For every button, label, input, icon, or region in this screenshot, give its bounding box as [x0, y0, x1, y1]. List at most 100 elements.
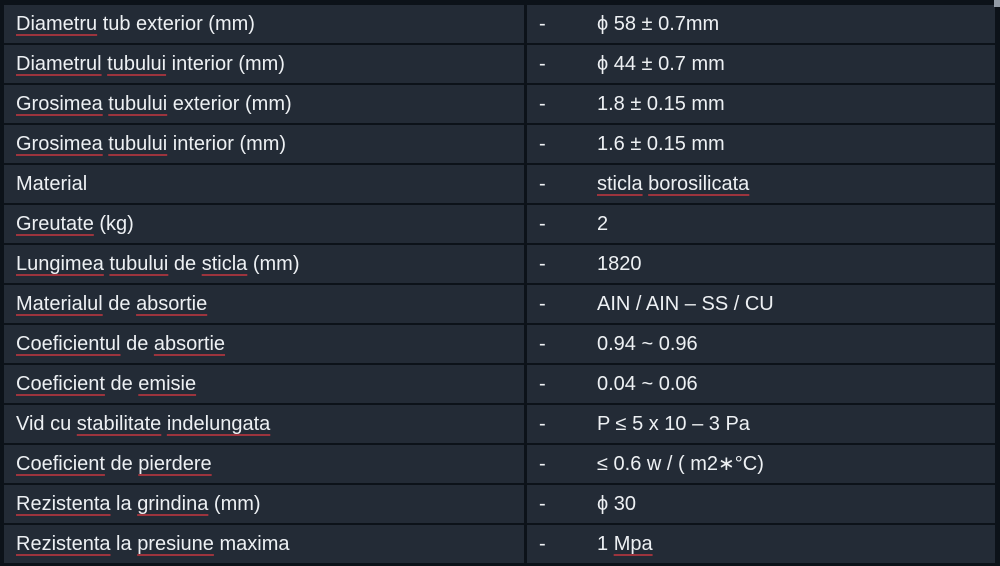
table-row[interactable]: Vid cu stabilitate indelungata - P ≤ 5 x…	[4, 405, 995, 443]
text-fragment: 1.6 ± 0.15 mm	[597, 133, 725, 155]
table-row[interactable]: Rezistenta la presiune maxima - 1 Mpa	[4, 525, 995, 563]
dash-cell[interactable]: -	[527, 445, 597, 483]
text-fragment: maxima	[213, 533, 290, 555]
property-cell[interactable]: Coeficient de pierdere	[4, 445, 527, 483]
text-fragment: (kg)	[93, 213, 134, 235]
dash-text: -	[539, 173, 546, 195]
property-cell[interactable]: Coeficientul de absortie	[4, 325, 527, 363]
dash-cell[interactable]: -	[527, 205, 597, 243]
table-row[interactable]: Diametrul tubului interior (mm) - ϕ 44 ±…	[4, 45, 995, 83]
dash-text: -	[539, 413, 546, 435]
value-cell[interactable]: P ≤ 5 x 10 – 3 Pa	[597, 405, 995, 443]
misspelled-word: tubului	[107, 53, 167, 75]
table-row[interactable]: Coeficient de emisie - 0.04 ~ 0.06	[4, 365, 995, 403]
text-fragment: P ≤ 5 x 10 – 3 Pa	[597, 413, 750, 435]
value-cell[interactable]: sticla borosilicata	[597, 165, 995, 203]
value-cell[interactable]: 1.6 ± 0.15 mm	[597, 125, 995, 163]
misspelled-word: sticla	[597, 173, 643, 195]
property-cell[interactable]: Grosimea tubului interior (mm)	[4, 125, 527, 163]
misspelled-word: Grosimea	[16, 133, 103, 155]
property-cell[interactable]: Materialul de absortie	[4, 285, 527, 323]
misspelled-word: stabilitate	[76, 413, 162, 435]
misspelled-word: Mpa	[613, 533, 653, 555]
value-cell[interactable]: ≤ 0.6 w / ( m2∗°C)	[597, 445, 995, 483]
dash-cell[interactable]: -	[527, 45, 597, 83]
property-cell[interactable]: Diametru tub exterior (mm)	[4, 5, 527, 43]
dash-cell[interactable]: -	[527, 165, 597, 203]
dash-cell[interactable]: -	[527, 285, 597, 323]
value-cell[interactable]: AIN / AIN – SS / CU	[597, 285, 995, 323]
misspelled-word: Diametru	[16, 13, 98, 35]
misspelled-word: borosilicata	[648, 173, 750, 195]
property-cell[interactable]: Diametrul tubului interior (mm)	[4, 45, 527, 83]
dash-text: -	[539, 533, 546, 555]
dash-cell[interactable]: -	[527, 405, 597, 443]
misspelled-word: Coeficient	[16, 453, 105, 475]
property-cell[interactable]: Vid cu stabilitate indelungata	[4, 405, 527, 443]
dash-cell[interactable]: -	[527, 85, 597, 123]
misspelled-word: sticla	[201, 253, 248, 275]
value-cell[interactable]: 2	[597, 205, 995, 243]
value-cell[interactable]: ϕ 44 ± 0.7 mm	[597, 45, 995, 83]
dash-text: -	[539, 453, 546, 475]
dash-cell[interactable]: -	[527, 5, 597, 43]
table-row[interactable]: Grosimea tubului exterior (mm) - 1.8 ± 0…	[4, 85, 995, 123]
misspelled-word: Coeficient	[16, 373, 105, 395]
dash-cell[interactable]: -	[527, 485, 597, 523]
dash-cell[interactable]: -	[527, 525, 597, 563]
text-fragment: interior (mm)	[166, 53, 285, 75]
dash-cell[interactable]: -	[527, 245, 597, 283]
property-cell[interactable]: Rezistenta la presiune maxima	[4, 525, 527, 563]
property-cell[interactable]: Coeficient de emisie	[4, 365, 527, 403]
table-corner-handle[interactable]	[994, 0, 1000, 7]
dash-text: -	[539, 333, 546, 355]
misspelled-word: presiune	[137, 533, 214, 555]
dash-cell[interactable]: -	[527, 365, 597, 403]
table-row[interactable]: Coeficient de pierdere - ≤ 0.6 w / ( m2∗…	[4, 445, 995, 483]
text-fragment: interior (mm)	[167, 133, 287, 155]
property-cell[interactable]: Rezistenta la grindina (mm)	[4, 485, 527, 523]
text-fragment: ϕ 44 ± 0.7 mm	[597, 53, 725, 75]
value-cell[interactable]: 1 Mpa	[597, 525, 995, 563]
dash-text: -	[539, 53, 546, 75]
misspelled-word: tubului	[108, 133, 168, 155]
value-cell[interactable]: 0.04 ~ 0.06	[597, 365, 995, 403]
dash-text: -	[539, 373, 546, 395]
value-cell[interactable]: 1820	[597, 245, 995, 283]
misspelled-word: pierdere	[138, 453, 212, 475]
misspelled-word: grindina	[137, 493, 209, 515]
value-cell[interactable]: ϕ 30	[597, 485, 995, 523]
text-fragment: 1.8 ± 0.15 mm	[597, 93, 725, 115]
property-cell[interactable]: Lungimea tubului de sticla (mm)	[4, 245, 527, 283]
dash-text: -	[539, 213, 546, 235]
spec-table-rows: Diametru tub exterior (mm) - ϕ 58 ± 0.7m…	[4, 5, 995, 563]
value-cell[interactable]: ϕ 58 ± 0.7mm	[597, 5, 995, 43]
dash-cell[interactable]: -	[527, 325, 597, 363]
table-row[interactable]: Materialul de absortie - AIN / AIN – SS …	[4, 285, 995, 323]
dash-cell[interactable]: -	[527, 125, 597, 163]
property-cell[interactable]: Grosimea tubului exterior (mm)	[4, 85, 527, 123]
value-cell[interactable]: 1.8 ± 0.15 mm	[597, 85, 995, 123]
misspelled-word: tubului	[108, 93, 168, 115]
value-cell[interactable]: 0.94 ~ 0.96	[597, 325, 995, 363]
property-cell[interactable]: Greutate (kg)	[4, 205, 527, 243]
table-row[interactable]: Greutate (kg) - 2	[4, 205, 995, 243]
misspelled-word: Diametrul	[16, 53, 102, 75]
text-fragment: (mm)	[247, 253, 300, 275]
table-row[interactable]: Coeficientul de absortie - 0.94 ~ 0.96	[4, 325, 995, 363]
misspelled-word: Grosimea	[16, 93, 103, 115]
property-cell[interactable]: Material	[4, 165, 527, 203]
table-row[interactable]: Lungimea tubului de sticla (mm) - 1820	[4, 245, 995, 283]
table-row[interactable]: Material - sticla borosilicata	[4, 165, 995, 203]
table-row[interactable]: Grosimea tubului interior (mm) - 1.6 ± 0…	[4, 125, 995, 163]
text-fragment: de	[104, 453, 139, 475]
text-fragment: la	[110, 533, 138, 555]
text-fragment: 1820	[597, 253, 642, 275]
misspelled-word: Greutate	[16, 213, 94, 235]
text-fragment: AIN / AIN – SS / CU	[597, 293, 774, 315]
table-row[interactable]: Rezistenta la grindina (mm) - ϕ 30	[4, 485, 995, 523]
misspelled-word: emisie	[138, 373, 197, 395]
text-fragment: la	[110, 493, 138, 515]
table-row[interactable]: Diametru tub exterior (mm) - ϕ 58 ± 0.7m…	[4, 5, 995, 43]
